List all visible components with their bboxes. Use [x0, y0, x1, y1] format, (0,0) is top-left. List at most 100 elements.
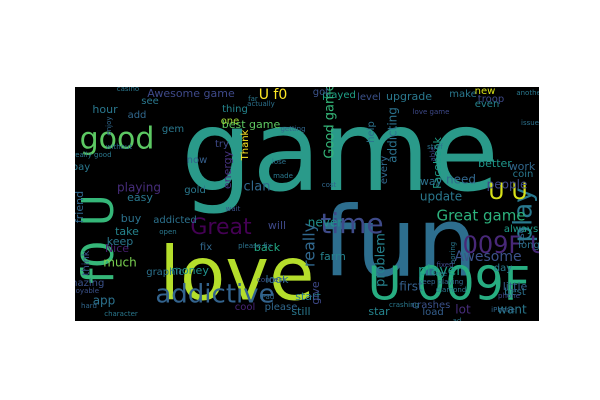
- word-fix: fix: [200, 242, 212, 253]
- word-work: work: [509, 160, 536, 173]
- word-free: free: [433, 270, 447, 278]
- word-long: long: [518, 240, 539, 251]
- word-great: Great: [190, 215, 252, 240]
- word-played: played: [322, 90, 356, 101]
- word-cost: cost: [322, 181, 337, 189]
- word-take: take: [115, 225, 139, 238]
- word-load: load: [422, 307, 443, 318]
- word-always: always: [504, 224, 538, 235]
- word-first: first: [399, 280, 423, 294]
- word-look: look: [266, 273, 290, 286]
- word-gem: gem: [162, 124, 184, 135]
- word-help: help: [366, 121, 377, 143]
- word-thank: Thank: [240, 129, 251, 161]
- word-best-game: best game: [222, 118, 281, 131]
- word-easy: easy: [127, 191, 153, 204]
- word-player: player: [418, 263, 462, 279]
- word-keep-playing: keep playing: [419, 278, 464, 286]
- word-app: app: [93, 294, 116, 308]
- word-farm: farm: [320, 250, 346, 263]
- word-give: give: [309, 281, 322, 305]
- word-awesome: Awesome: [454, 249, 521, 265]
- word-facebook: Facebook: [431, 137, 444, 189]
- word-fixed: fixed: [436, 261, 453, 269]
- word-coin: coin: [513, 169, 534, 180]
- word-crashing: crashing: [389, 301, 419, 309]
- word-stuff: stuff: [427, 143, 443, 151]
- word-think: think: [81, 250, 92, 275]
- word-try: try: [215, 139, 229, 150]
- word-start: start: [295, 290, 321, 303]
- word-troop: troop: [478, 94, 504, 105]
- word-time: time: [320, 207, 383, 240]
- word-game: game: [181, 87, 499, 217]
- word-getting: getting: [280, 125, 305, 133]
- word-actually: actually: [247, 100, 275, 108]
- word-able: able: [429, 147, 437, 162]
- word-better: better: [478, 157, 512, 170]
- word-u-009f: U 009F: [368, 257, 531, 311]
- word-people: people: [487, 178, 528, 192]
- word-want: want: [497, 303, 527, 317]
- word-really-good: really good: [75, 151, 112, 159]
- word-need: need: [446, 173, 476, 187]
- word-diamond: diamond: [436, 286, 467, 294]
- word-update: update: [420, 190, 462, 204]
- word-day: day: [494, 263, 512, 274]
- word-hour: hour: [92, 103, 118, 116]
- word-enjoy: enjoy: [105, 116, 113, 135]
- word-play: play: [509, 187, 539, 242]
- word-connect: connect: [257, 276, 285, 284]
- word-addicted: addicted: [153, 215, 197, 226]
- word-use: use: [516, 227, 527, 245]
- word-love: love: [159, 232, 314, 318]
- word-little: little: [503, 280, 528, 293]
- word-upgrade: upgrade: [386, 90, 432, 103]
- word-wait: wait: [226, 205, 241, 213]
- word-good-game: Good game: [323, 87, 338, 159]
- word-will: will: [268, 219, 286, 232]
- word-please-fix: please fix: [238, 242, 272, 250]
- word-even: even: [475, 99, 500, 110]
- word-addicting: addicting: [386, 107, 400, 163]
- word-u-f0: U f0: [259, 87, 288, 103]
- word-keep: keep: [107, 235, 134, 248]
- word-addictive: addictive: [155, 280, 274, 310]
- word-love-game: love game: [413, 108, 450, 116]
- word-open: open: [159, 228, 176, 236]
- word-phone: phone: [498, 292, 520, 300]
- word-crashes: crashes: [412, 300, 451, 311]
- word-amazing: amazing: [75, 278, 104, 289]
- word-add: add: [128, 110, 147, 121]
- word-still: still: [291, 305, 310, 318]
- word-u-u: U U: [488, 180, 527, 205]
- word-back: back: [254, 241, 281, 254]
- word-best: best: [504, 287, 526, 298]
- word-boring: boring: [449, 242, 457, 264]
- word-cloud-panel: game fun love U 009F f0 U good addictive time pl…: [75, 87, 539, 321]
- word-way: way: [420, 175, 443, 188]
- word-another: another: [516, 89, 539, 97]
- word-cool: cool: [235, 302, 256, 313]
- word-lot: lot: [455, 303, 471, 317]
- word-please: please: [265, 302, 298, 313]
- word-much: much: [103, 256, 137, 270]
- word-good: good: [80, 122, 155, 157]
- word-new: new: [475, 87, 496, 97]
- word-clan: clan: [244, 180, 271, 195]
- word-really: really: [300, 223, 319, 267]
- word-pay: pay: [75, 162, 90, 173]
- word-one: one: [221, 116, 240, 127]
- word-iphone: iPhone: [491, 306, 515, 314]
- word-every: every: [379, 156, 390, 184]
- word-star: star: [368, 305, 390, 318]
- word-awesome-game: Awesome game: [147, 87, 235, 100]
- word-casino: casino: [117, 87, 139, 93]
- word-nice: Nice: [105, 242, 129, 255]
- word-problem: problem: [374, 233, 389, 287]
- word-now: now: [187, 155, 208, 166]
- word-without: without: [106, 143, 133, 151]
- word-character: character: [104, 310, 138, 318]
